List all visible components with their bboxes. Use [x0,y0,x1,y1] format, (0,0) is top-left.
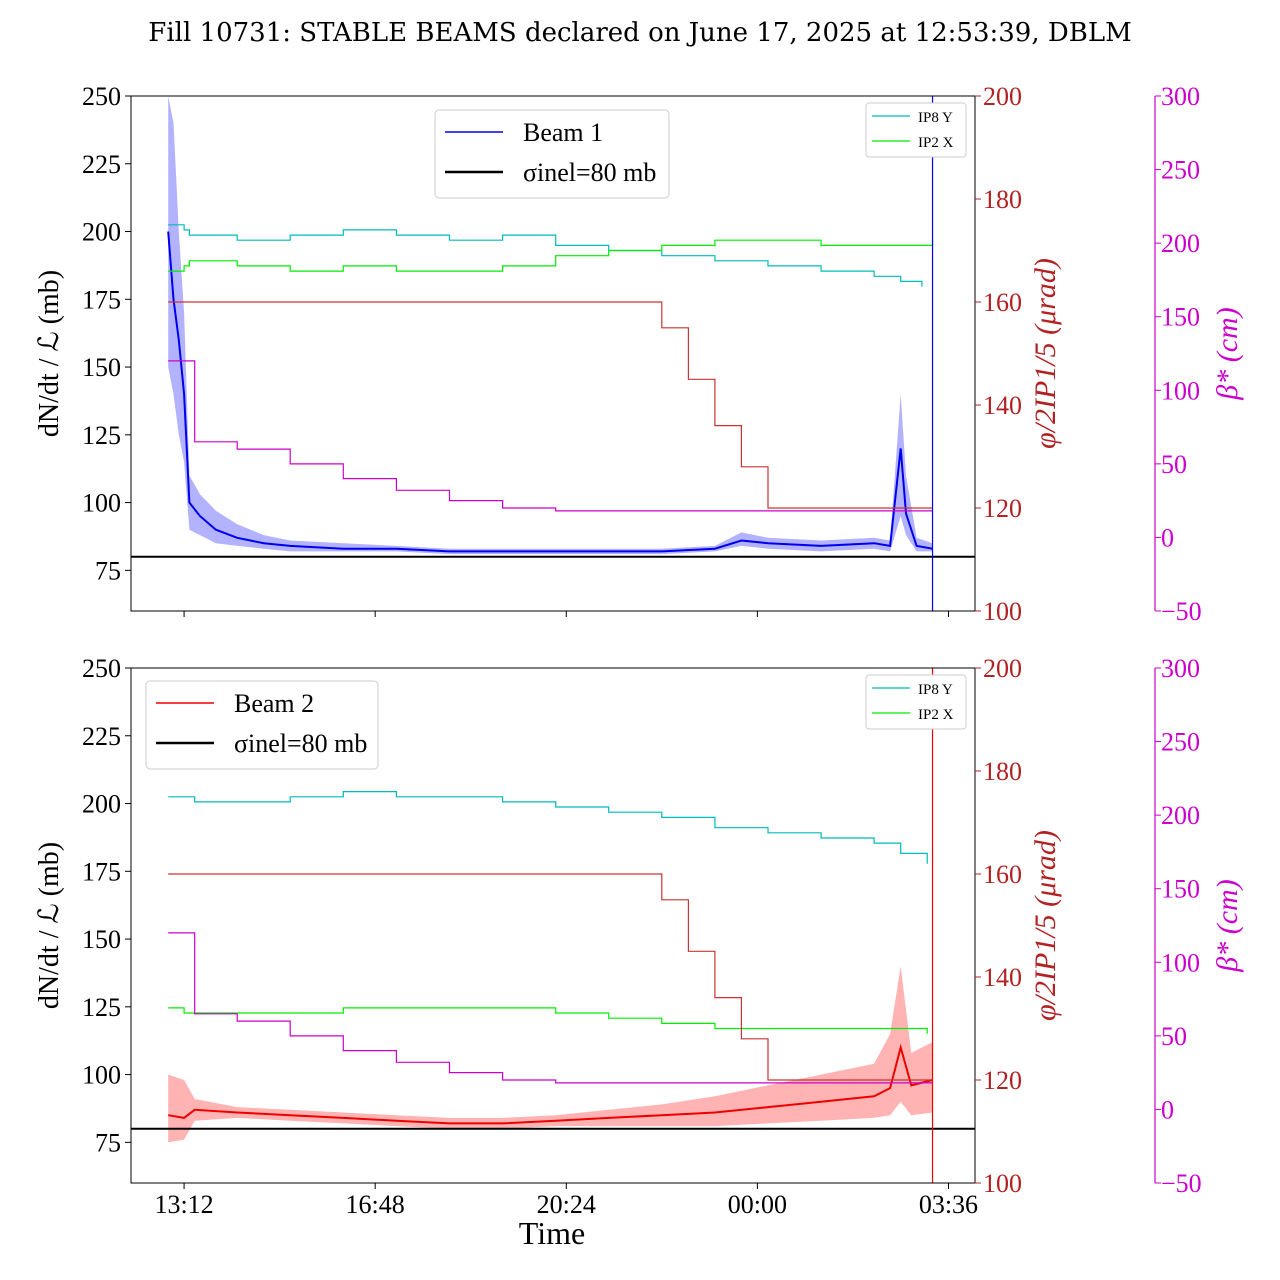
y-right2-tick-label: −50 [1161,1169,1202,1198]
y-left-tick-label: 125 [82,993,121,1022]
y-right2-tick-label: 250 [1161,728,1200,757]
legend-main-label: Beam 2 [234,689,314,718]
series-ip2-x [168,239,934,272]
y-left-tick-label: 125 [82,421,121,450]
y-right2-tick-label: 100 [1161,376,1200,405]
x-tick-label: 00:00 [728,1190,787,1219]
series-beam-2 [168,1043,933,1125]
y-left-tick-label: 250 [82,654,121,683]
y-left-tick-label: 200 [82,790,121,819]
panel-top: 75 100 125 150 175 200 225 250 100 120 140 160 180 20… [34,82,1244,626]
series-beta-star [168,360,933,512]
y-left-tick-label: 175 [82,857,121,886]
y-right1-tick-label: 180 [983,185,1022,214]
y-right2-tick-label: 300 [1161,654,1200,683]
y-left-axis-label: dN/dt / ℒ (mb) [34,842,65,1009]
series-ip2-x [168,1007,928,1034]
y-left-axis-label: dN/dt / ℒ (mb) [34,270,65,437]
y-right2-tick-label: 200 [1161,229,1200,258]
legend-main-label: σinel=80 mb [234,729,367,758]
y-right2-axis-label: β* (cm) [1211,307,1244,400]
y-right1-tick-label: 200 [983,654,1022,683]
y-left-tick-label: 100 [82,1061,121,1090]
y-right1-tick-label: 160 [983,288,1022,317]
y-right2-tick-label: 100 [1161,948,1200,977]
y-right1-tick-label: 100 [983,597,1022,626]
series-beam-1 [167,231,933,553]
y-left-tick-label: 150 [82,925,121,954]
y-right1-axis-label: φ/2IP1/5 (μrad) [1029,258,1062,449]
y-right1-tick-label: 200 [983,82,1022,111]
y-right2-tick-label: 150 [1161,875,1200,904]
x-tick-label: 03:36 [919,1190,978,1219]
y-right1-tick-label: 160 [983,860,1022,889]
legend-main-label: Beam 1 [523,118,603,147]
y-right2-tick-label: 300 [1161,82,1200,111]
y-right1-tick-label: 140 [983,963,1022,992]
y-right2-tick-label: −50 [1161,597,1202,626]
y-right1-tick-label: 140 [983,391,1022,420]
y-right1-tick-label: 100 [983,1169,1022,1198]
y-left-tick-label: 150 [82,353,121,382]
panel-bottom: 75 100 125 150 175 200 225 250 100 120 140 160 180 20… [34,654,1244,1219]
series-beta-star [168,932,933,1084]
y-left-tick-label: 250 [82,82,121,111]
y-left-tick-label: 100 [82,489,121,518]
legend-small-label: IP8 Y [918,682,953,698]
y-right1-tick-label: 120 [983,494,1022,523]
series-ip8-y [168,791,928,864]
y-right1-axis-label: φ/2IP1/5 (μrad) [1029,830,1062,1021]
legend-main-label: σinel=80 mb [523,158,656,187]
legend-small-label: IP8 Y [918,110,953,126]
x-tick-label: 20:24 [537,1190,596,1219]
y-right2-axis-label: β* (cm) [1211,879,1244,972]
plot-frame [130,95,976,612]
y-right2-tick-label: 0 [1161,1095,1174,1124]
y-right2-tick-label: 50 [1161,450,1187,479]
y-right1-tick-label: 120 [983,1066,1022,1095]
x-tick-label: 13:12 [154,1190,213,1219]
x-axis-label: Time [519,1215,585,1251]
plot-area-bottom [131,668,975,1183]
band-beam-2 [168,966,933,1143]
y-left-tick-label: 75 [95,556,121,585]
plot-frame [130,667,976,1184]
plot-area-top [131,96,975,611]
y-right2-tick-label: 50 [1161,1022,1187,1051]
y-left-tick-label: 175 [82,285,121,314]
y-left-tick-label: 200 [82,218,121,247]
y-right2-tick-label: 250 [1161,156,1200,185]
series-ip8-y [168,224,923,287]
legend-small-label: IP2 X [918,135,954,151]
y-left-tick-label: 225 [82,722,121,751]
y-right1-tick-label: 180 [983,757,1022,786]
figure-title: Fill 10731: STABLE BEAMS declared on Jun… [148,18,1132,48]
series-crossing-angle [168,873,933,1081]
y-right2-tick-label: 0 [1161,523,1174,552]
y-right2-tick-label: 150 [1161,303,1200,332]
y-left-tick-label: 75 [95,1128,121,1157]
x-tick-label: 16:48 [346,1190,405,1219]
legend-small-label: IP2 X [918,707,954,723]
series-crossing-angle [168,301,933,509]
y-left-tick-label: 225 [82,150,121,179]
y-right2-tick-label: 200 [1161,801,1200,830]
